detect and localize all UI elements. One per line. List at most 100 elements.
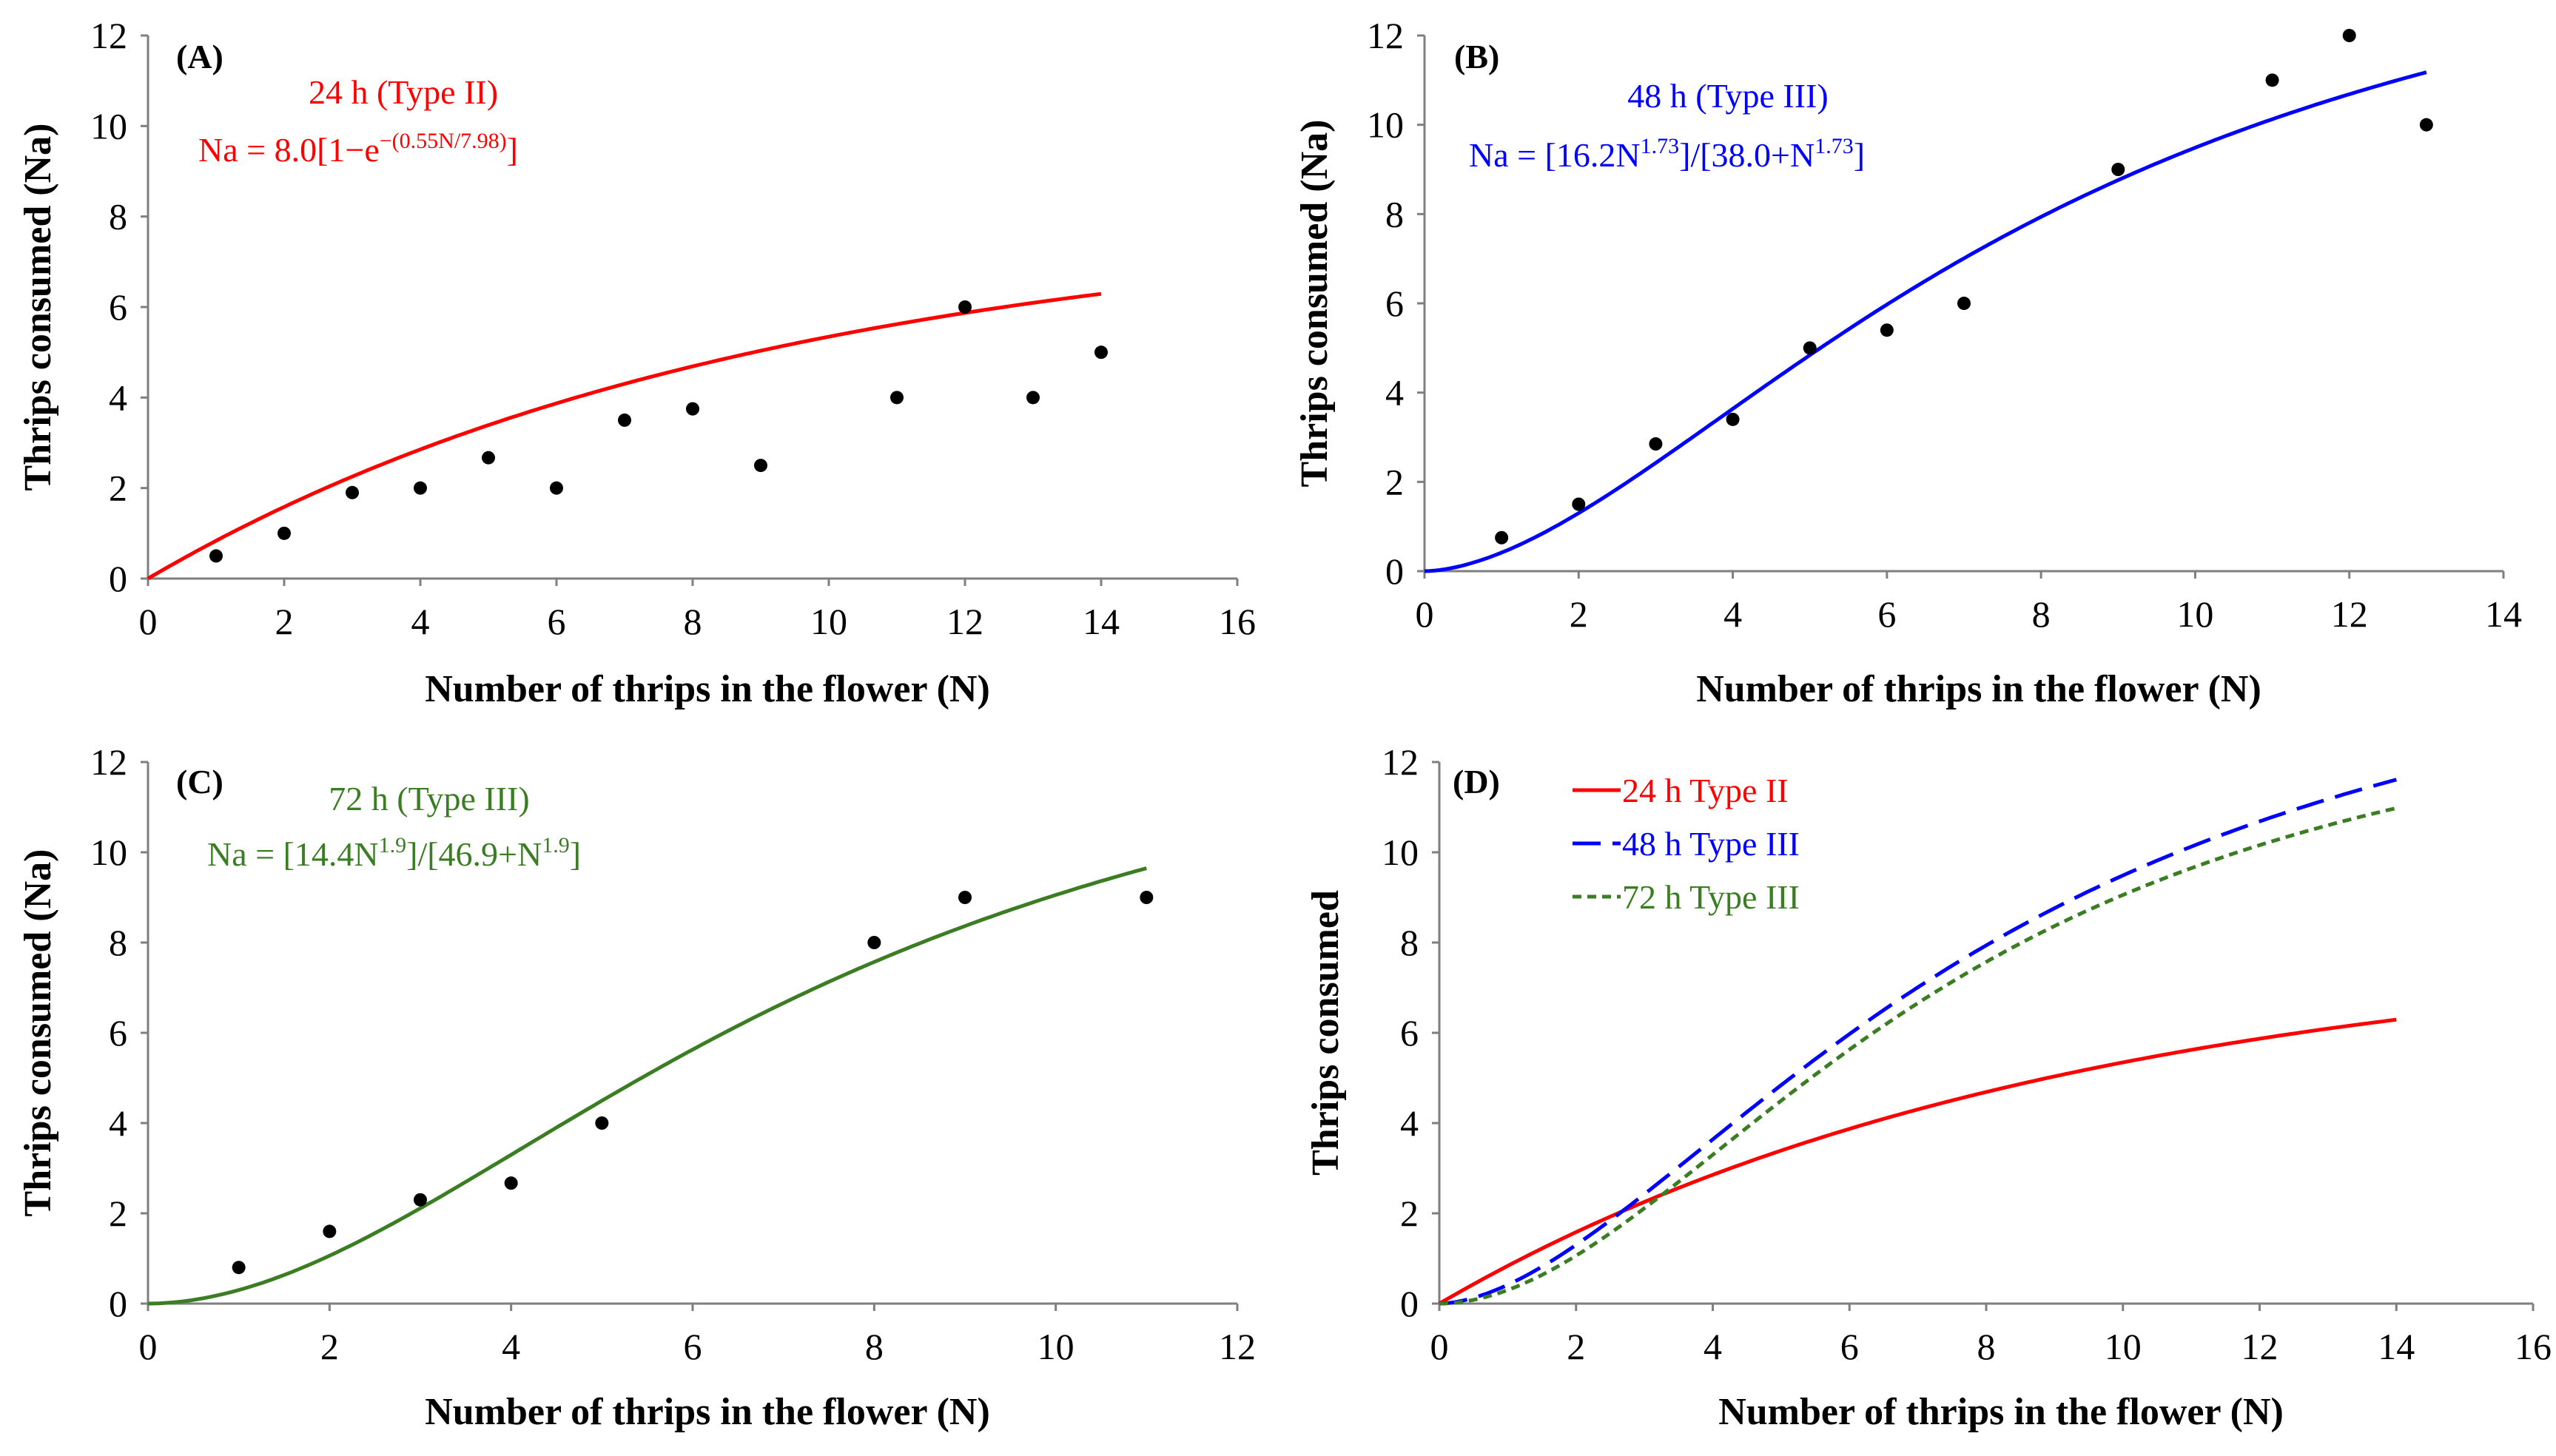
x-tick-label: 0: [139, 1326, 158, 1367]
chart-panel-a: 0 2 4 6 8 10 12 0 2 4 6 8 10 12 14 16 Number of thrips i…: [17, 15, 1256, 710]
x-tick-label: 6: [684, 1326, 702, 1367]
y-tick-label: 2: [1400, 1193, 1419, 1234]
y-tick-label: 12: [90, 15, 127, 56]
x-tick-label: 12: [946, 601, 983, 642]
y-tick-label: 6: [109, 286, 127, 328]
x-tick-label: 14: [2378, 1326, 2415, 1367]
y-tick-label: 12: [1367, 15, 1404, 56]
equation: Na = [14.4N1.9]/[46.9+N1.9]: [207, 833, 581, 873]
data-point: [958, 891, 972, 904]
series-line: [1439, 806, 2397, 1306]
x-tick-label: 4: [502, 1326, 520, 1367]
data-point: [2111, 163, 2125, 176]
x-tick-label: 2: [1570, 593, 1588, 635]
y-axis-title: Thrips consumed (Na): [17, 124, 59, 491]
y-tick-label: 8: [1385, 193, 1404, 235]
y-tick-label: 10: [90, 832, 127, 873]
x-tick-label: 8: [2032, 593, 2051, 635]
x-tick-label: 4: [411, 601, 430, 642]
data-point: [1649, 437, 1663, 451]
legend-label: 48 h Type III: [1622, 825, 1800, 863]
x-tick-label: 12: [2241, 1326, 2278, 1367]
data-point: [323, 1224, 337, 1238]
y-tick-label: 6: [109, 1012, 127, 1054]
data-point: [867, 936, 881, 949]
data-point: [1957, 297, 1971, 310]
data-point: [686, 402, 699, 416]
x-tick-label: 10: [810, 601, 847, 642]
x-tick-label: 2: [275, 601, 294, 642]
y-tick-label: 0: [1400, 1283, 1419, 1324]
data-point: [414, 481, 427, 495]
data-point: [618, 413, 631, 427]
data-point: [1026, 391, 1040, 405]
x-tick-label: 16: [1219, 601, 1256, 642]
annotation-title: 72 h (Type III): [329, 780, 529, 818]
x-tick-label: 14: [1083, 601, 1120, 642]
chart-panel-d: 0 2 4 6 8 10 12 0 2 4 6 8 10 12 14 16 Number of thrips i…: [1305, 741, 2552, 1433]
y-tick-label: 10: [1382, 832, 1419, 873]
data-point: [1726, 412, 1740, 426]
data-point: [1094, 346, 1108, 360]
data-point: [1572, 497, 1586, 511]
annotation-title: 48 h (Type III): [1627, 77, 1828, 115]
x-tick-label: 0: [139, 601, 158, 642]
data-point: [2265, 73, 2279, 87]
x-tick-label: 10: [1037, 1326, 1074, 1367]
y-tick-label: 8: [109, 922, 127, 963]
panel-label: (D): [1453, 763, 1500, 801]
equation: Na = 8.0[1−e−(0.55N/7.98)]: [198, 129, 518, 169]
series-line: [1439, 778, 2397, 1306]
data-point: [550, 481, 563, 495]
y-tick-label: 8: [1400, 922, 1419, 963]
data-point: [2342, 29, 2356, 42]
x-tick-label: 10: [2105, 1326, 2142, 1367]
x-tick-label: 10: [2176, 593, 2213, 635]
y-tick-label: 4: [109, 377, 127, 418]
data-point: [1495, 530, 1509, 545]
data-point: [1880, 323, 1894, 337]
y-tick-label: 2: [109, 468, 127, 509]
chart-panel-b: 0 2 4 6 8 10 12 0 2 4 6 8 10 12 14 Number of thrips in …: [1294, 15, 2522, 710]
y-tick-label: 10: [90, 105, 127, 146]
panel-label: (A): [176, 38, 223, 75]
x-tick-label: 12: [1219, 1326, 1256, 1367]
y-tick-label: 12: [90, 741, 127, 783]
fit-curve: [1424, 70, 2427, 573]
x-axis-title: Number of thrips in the flower (N): [1718, 1391, 2284, 1433]
x-axis-title: Number of thrips in the flower (N): [1696, 668, 2261, 710]
data-point: [209, 549, 223, 563]
y-axis-title: Thrips consumed (Na): [1294, 120, 1336, 488]
y-tick-label: 2: [1385, 461, 1404, 502]
data-point: [232, 1261, 246, 1275]
legend-label: 24 h Type II: [1622, 772, 1789, 809]
series-line: [1438, 1017, 2397, 1306]
y-tick-label: 12: [1382, 741, 1419, 783]
x-tick-label: 6: [548, 601, 566, 642]
y-tick-label: 0: [1385, 550, 1404, 592]
x-tick-label: 16: [2515, 1326, 2552, 1367]
x-tick-label: 8: [1977, 1326, 1996, 1367]
data-point: [482, 451, 495, 465]
x-tick-label: 8: [865, 1326, 884, 1367]
x-tick-label: 2: [320, 1326, 339, 1367]
data-point: [278, 526, 291, 540]
data-point: [504, 1176, 518, 1190]
fit-curve: [147, 291, 1102, 581]
x-tick-label: 4: [1704, 1326, 1722, 1367]
x-tick-label: 0: [1416, 593, 1434, 635]
y-tick-label: 2: [109, 1193, 127, 1234]
equation: Na = [16.2N1.73]/[38.0+N1.73]: [1469, 134, 1865, 174]
panel-label: (B): [1454, 38, 1499, 75]
y-axis-title: Thrips consumed: [1305, 890, 1347, 1176]
x-tick-label: 8: [684, 601, 702, 642]
data-point: [595, 1116, 609, 1130]
data-point: [754, 459, 767, 473]
y-tick-label: 6: [1385, 283, 1404, 324]
x-tick-label: 4: [1723, 593, 1742, 635]
y-tick-label: 8: [109, 196, 127, 237]
panel-label: (C): [176, 763, 223, 801]
data-point: [890, 391, 904, 405]
x-tick-label: 0: [1430, 1326, 1449, 1367]
